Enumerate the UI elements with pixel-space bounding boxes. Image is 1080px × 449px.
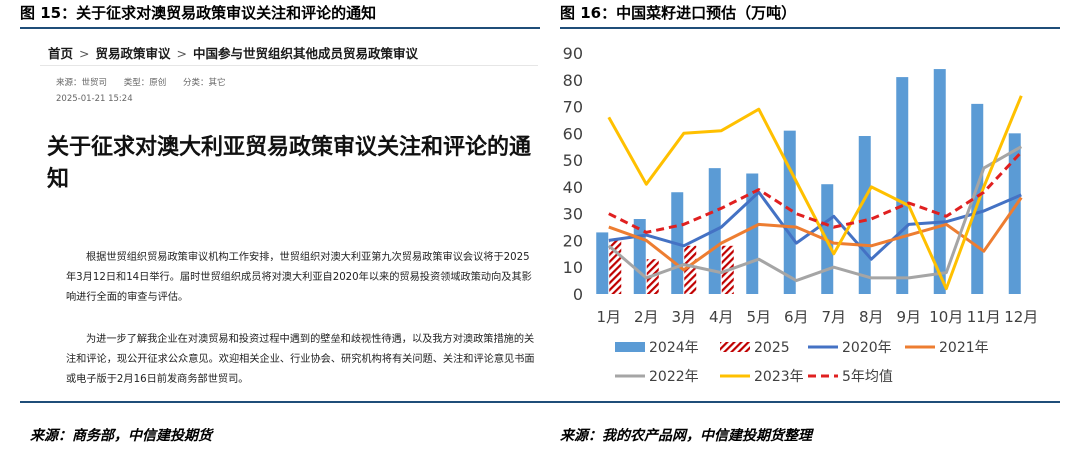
article-paragraph-1: 根据世贸组织贸易政策审议机构工作安排，世贸组织对澳大利亚第九次贸易政策审议会议将… <box>66 252 532 303</box>
line-5年均值 <box>608 151 1023 234</box>
bar-2024-10月 <box>933 69 946 294</box>
source-right: 来源：我的农产品网，中信建投期货整理 <box>560 428 812 444</box>
bar-2024-6月 <box>783 130 796 294</box>
line-2020年 <box>608 190 1022 261</box>
article-meta: 来源：世贸司 类型：原创 分类：其它 <box>56 76 239 88</box>
title-rule-left <box>20 27 540 29</box>
source-left: 来源：商务部，中信建投期货 <box>30 428 212 444</box>
legend-label: 2023年 <box>754 369 804 385</box>
x-tick-label: 5月 <box>746 308 771 326</box>
x-tick-label: 7月 <box>821 308 846 326</box>
x-tick-label: 6月 <box>784 308 809 326</box>
legend-label: 5年均值 <box>842 369 893 385</box>
article-title: 关于征求对澳大利亚贸易政策审议关注和评论的通知 <box>47 135 532 192</box>
y-tick-label: 10 <box>563 258 583 277</box>
line-2021年 <box>608 196 1023 272</box>
legend-swatch <box>720 342 750 352</box>
legend-label: 2024年 <box>649 340 699 356</box>
bar-2024-8月 <box>858 136 871 294</box>
legend-label: 2022年 <box>649 369 699 385</box>
title-rule-right <box>560 27 1060 29</box>
x-tick-label: 11月 <box>967 308 1001 326</box>
y-tick-label: 90 <box>563 44 583 63</box>
bar-2024-2月 <box>633 219 646 294</box>
figure-16-title: 图 16：中国菜籽进口预估（万吨） <box>560 4 797 22</box>
legend-label: 2020年 <box>842 340 892 356</box>
breadcrumb-divider <box>40 65 538 66</box>
bar-2024-9月 <box>896 77 909 294</box>
meta-source: 来源：世贸司 <box>56 78 108 88</box>
bar-2024-11月 <box>971 103 984 294</box>
y-tick-label: 70 <box>563 98 583 117</box>
meta-category: 分类：其它 <box>182 78 226 88</box>
breadcrumb-home-link[interactable]: 首页 <box>48 46 74 61</box>
meta-type: 类型：原创 <box>123 78 167 88</box>
x-tick-label: 12月 <box>1004 308 1038 326</box>
line-2023年 <box>607 95 1023 291</box>
x-tick-label: 3月 <box>671 308 696 326</box>
bottom-rule <box>20 401 1060 403</box>
y-tick-label: 30 <box>563 205 583 224</box>
breadcrumb-current-page[interactable]: 中国参与世贸组织其他成员贸易政策审议 <box>193 46 419 61</box>
breadcrumb-separator: > <box>79 46 90 61</box>
line-2022年 <box>607 145 1023 283</box>
y-tick-label: 80 <box>563 71 583 90</box>
bar-2024-1月 <box>596 232 609 294</box>
y-tick-label: 50 <box>563 151 583 170</box>
article-paragraph-2: 为进一步了解我企业在对澳贸易和投资过程中遇到的壁垒和歧视性待遇，以及我方对澳政策… <box>66 334 535 385</box>
x-tick-label: 10月 <box>929 308 963 326</box>
y-tick-label: 40 <box>563 178 583 197</box>
breadcrumb-separator: > <box>176 46 187 61</box>
chart-svg: 0 10 20 30 40 50 60 70 80 90 1月 2月 3月 4月 5月 6月 7月 8月 9月 10… <box>563 44 1039 385</box>
x-tick-label: 1月 <box>596 308 621 326</box>
figure-15-title: 图 15：关于征求对澳贸易政策审议关注和评论的通知 <box>20 4 377 22</box>
x-tick-label: 9月 <box>896 308 921 326</box>
bar-2025-3月 <box>684 245 697 294</box>
y-tick-label: 0 <box>573 285 583 304</box>
article-date: 2025-01-21 15:24 <box>56 94 133 104</box>
bar-2024-12月 <box>1008 133 1021 294</box>
rapeseed-import-chart: 0 10 20 30 40 50 60 70 80 90 1月 2月 3月 4月 5月 6月 7月 8月 9月 10… <box>555 32 1060 400</box>
breadcrumb: 首页 > 贸易政策审议 > 中国参与世贸组织其他成员贸易政策审议 <box>48 43 418 62</box>
y-tick-label: 60 <box>563 124 583 143</box>
breadcrumb-policy-review-link[interactable]: 贸易政策审议 <box>95 46 171 61</box>
notice-screenshot: 首页 > 贸易政策审议 > 中国参与世贸组织其他成员贸易政策审议 来源：世贸司 类型：原… <box>20 32 538 400</box>
x-tick-label: 8月 <box>859 308 884 326</box>
legend-swatch <box>615 342 645 352</box>
x-tick-label: 4月 <box>709 308 734 326</box>
y-tick-label: 20 <box>563 231 583 250</box>
legend-label: 2025 <box>754 340 790 356</box>
x-tick-label: 2月 <box>634 308 659 326</box>
legend-label: 2021年 <box>939 340 989 356</box>
